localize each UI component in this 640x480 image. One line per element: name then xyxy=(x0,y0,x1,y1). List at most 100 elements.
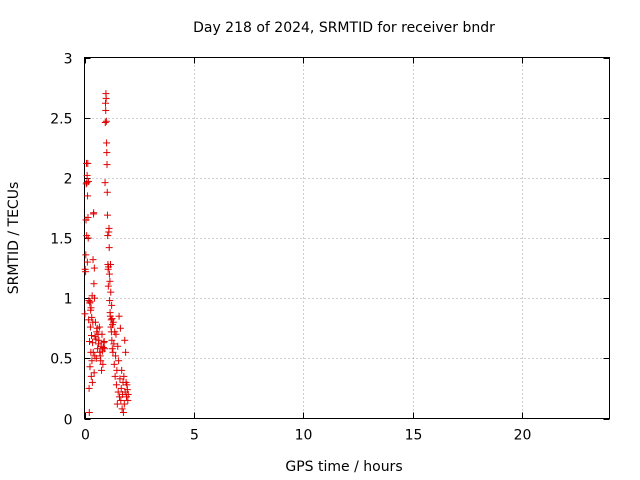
data-point xyxy=(98,366,106,374)
data-point xyxy=(117,396,125,404)
data-point xyxy=(92,354,100,362)
data-point xyxy=(99,360,107,368)
data-point xyxy=(119,408,127,416)
chart-title: Day 218 of 2024, SRMTID for receiver bnd… xyxy=(193,20,495,36)
data-point xyxy=(91,294,99,302)
data-point xyxy=(91,318,99,326)
data-point xyxy=(102,99,109,107)
x-tick-label: 15 xyxy=(405,428,423,444)
data-point xyxy=(112,381,120,389)
data-point xyxy=(89,348,97,356)
x-tick-label: 5 xyxy=(190,428,199,444)
data-point xyxy=(83,258,91,266)
x-axis-ticks: 0 5 10 15 20 xyxy=(81,57,532,444)
data-point xyxy=(101,118,109,126)
data-point xyxy=(95,336,103,344)
data-point xyxy=(105,270,113,278)
data-point xyxy=(85,384,93,392)
y-tick-label: 0.5 xyxy=(50,352,72,368)
y-tick-label: 1.5 xyxy=(50,232,72,248)
grid xyxy=(84,57,610,419)
data-point xyxy=(122,348,130,356)
y-axis-ticks: 0 0.5 1 1.5 2 2.5 3 xyxy=(50,52,610,429)
data-point xyxy=(89,339,97,347)
data-point xyxy=(123,386,131,394)
data-point xyxy=(95,323,103,331)
data-point xyxy=(88,378,96,386)
data-point xyxy=(108,315,116,323)
data-point xyxy=(103,211,111,219)
data-point xyxy=(101,345,109,353)
data-point xyxy=(103,161,111,169)
data-point xyxy=(97,357,105,365)
data-point xyxy=(88,357,96,365)
data-point xyxy=(102,117,110,125)
data-point xyxy=(117,384,125,392)
data-point xyxy=(88,313,96,321)
data-point xyxy=(120,400,128,408)
data-point xyxy=(105,244,113,252)
data-point xyxy=(89,256,97,264)
data-point xyxy=(84,234,92,242)
data-point xyxy=(116,375,124,383)
data-point xyxy=(118,405,126,413)
data-point xyxy=(82,251,90,259)
data-point xyxy=(103,149,111,157)
y-axis-label: SRMTID / TECUs xyxy=(6,182,22,295)
data-point xyxy=(108,301,116,309)
data-point xyxy=(87,304,95,312)
data-point xyxy=(124,396,132,404)
data-point xyxy=(83,171,91,179)
data-point xyxy=(113,400,121,408)
data-point xyxy=(87,372,95,380)
data-point xyxy=(86,298,94,306)
data-point xyxy=(101,179,109,187)
data-point xyxy=(86,323,94,331)
x-tick-label: 20 xyxy=(514,428,532,444)
y-tick-label: 1 xyxy=(64,292,73,308)
y-tick-label: 3 xyxy=(64,52,73,68)
data-point xyxy=(121,336,129,344)
data-point xyxy=(112,330,120,338)
data-point xyxy=(112,352,120,360)
data-point xyxy=(84,159,92,167)
data-point xyxy=(104,232,112,240)
data-point xyxy=(92,335,100,343)
data-point xyxy=(104,282,112,290)
y-tick-label: 2 xyxy=(64,172,73,188)
y-tick-label: 2.5 xyxy=(50,112,72,128)
data-point xyxy=(102,94,110,102)
data-point xyxy=(88,331,95,339)
data-point xyxy=(115,357,123,365)
data-point xyxy=(108,345,116,353)
data-point xyxy=(84,177,92,185)
data-point xyxy=(118,366,126,374)
plot-frame xyxy=(84,57,610,419)
data-point xyxy=(86,363,94,371)
data-point xyxy=(114,342,122,350)
data-point xyxy=(108,336,116,344)
x-tick-label: 10 xyxy=(295,428,313,444)
data-point xyxy=(109,348,117,356)
x-axis-label: GPS time / hours xyxy=(285,459,402,475)
data-point xyxy=(90,264,98,272)
data-point xyxy=(82,268,90,276)
data-point xyxy=(116,324,124,332)
data-point xyxy=(103,188,111,196)
data-point xyxy=(124,390,132,398)
data-point xyxy=(98,330,106,338)
data-point xyxy=(109,318,117,326)
data-point xyxy=(107,260,115,268)
data-point xyxy=(120,372,128,380)
data-point xyxy=(86,337,94,345)
data-point xyxy=(103,139,111,147)
data-point xyxy=(110,360,118,368)
data-point xyxy=(106,277,114,285)
data-point xyxy=(115,312,123,320)
data-point xyxy=(81,310,89,318)
data-point xyxy=(90,209,98,217)
data-point xyxy=(84,214,92,222)
data-points xyxy=(81,90,132,416)
data-point xyxy=(110,340,118,348)
